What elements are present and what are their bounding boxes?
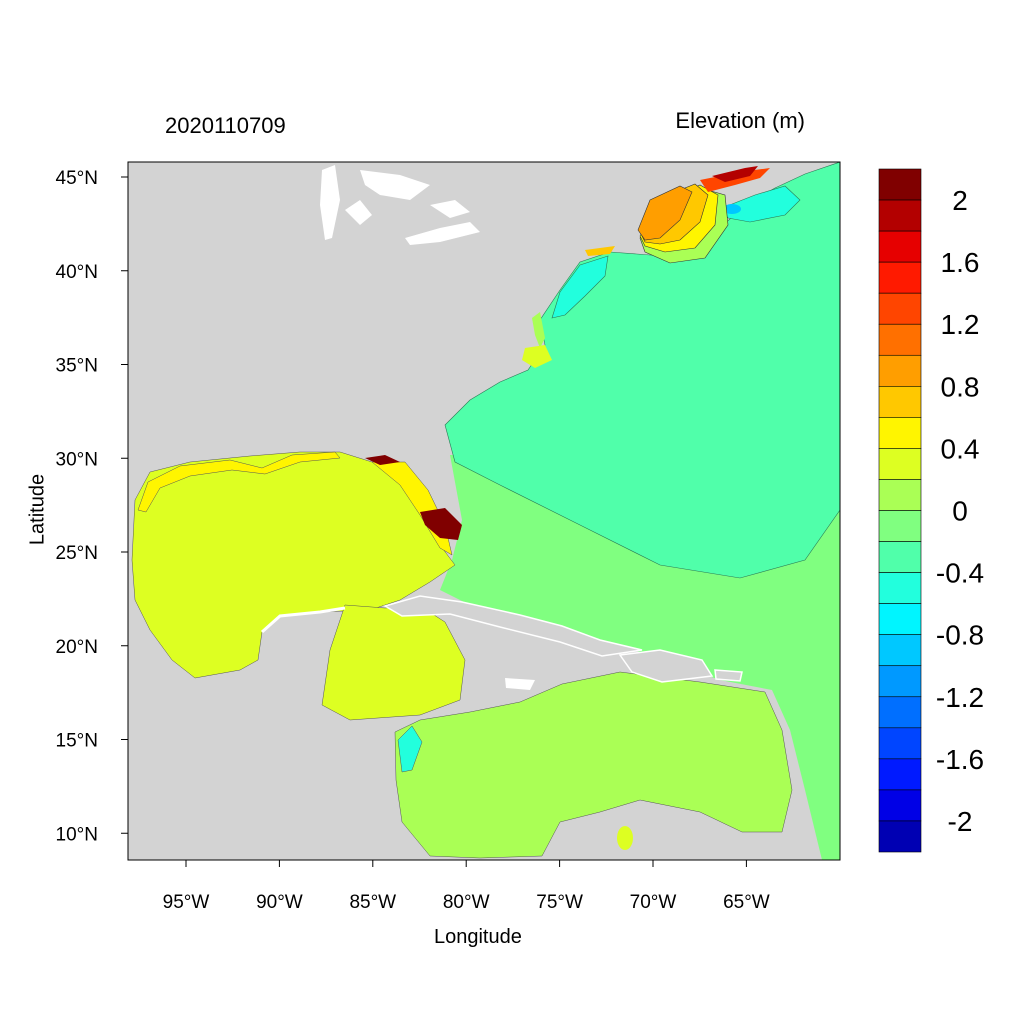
lon-tick-label: 80°W	[443, 892, 490, 913]
pamlico-yellow	[522, 345, 552, 368]
colorbar-box	[878, 417, 922, 449]
colorbar-box	[878, 230, 922, 263]
li-sound-yellow	[585, 246, 615, 256]
chesapeake-green	[532, 312, 545, 348]
colorbar-box	[878, 696, 922, 729]
florida-west-yellow	[371, 461, 453, 556]
lat-tick-label: 15°N	[56, 731, 98, 752]
bigbend-darkred	[365, 455, 400, 465]
lat-tick-label: 10°N	[56, 824, 98, 845]
lon-tick-label: 70°W	[630, 892, 677, 913]
longitude-ticks: 95°W 90°W 85°W 80°W 75°W 70°W 65°W	[163, 860, 770, 913]
colorbar-box	[878, 541, 922, 573]
honduras-cyan	[397, 725, 423, 773]
colorbar-box	[878, 603, 922, 635]
colorbar-box	[878, 727, 922, 760]
florida-surge-darkred	[420, 508, 462, 540]
yucatan-coast	[261, 606, 346, 634]
colorbar: 2 1.6 1.2 0.8 0.4 0 -0.4 -0.8 -1.2 -1.6 -2	[878, 168, 984, 853]
gom-red-band	[700, 168, 770, 192]
lat-tick-label: 40°N	[56, 262, 98, 283]
gulf-of-mexico-region	[131, 451, 456, 679]
cuba	[383, 595, 643, 657]
colorbar-box	[878, 789, 922, 822]
western-caribbean-region	[321, 604, 466, 721]
colorbar-box	[878, 510, 922, 542]
colorbar-box	[878, 323, 922, 356]
lon-tick-label: 85°W	[349, 892, 396, 913]
lon-tick-label: 65°W	[723, 892, 770, 913]
colorbar-label: -1.6	[936, 744, 984, 775]
colorbar-box	[878, 168, 922, 201]
colorbar-box	[878, 261, 922, 294]
lat-tick-label: 30°N	[56, 449, 98, 470]
gom-orange-band	[637, 185, 693, 241]
lon-tick-label: 90°W	[256, 892, 303, 913]
colorbar-box	[878, 199, 922, 232]
colorbar-label: 0.8	[941, 371, 980, 402]
colorbar-box	[878, 665, 922, 698]
timestamp-title: 2020110709	[165, 113, 286, 138]
variable-title: Elevation (m)	[675, 108, 805, 133]
lat-tick-label: 45°N	[56, 168, 98, 189]
lat-tick-label: 35°N	[56, 356, 98, 377]
latitude-ticks: 45°N 40°N 35°N 30°N 25°N 20°N 15°N 10°N	[56, 168, 128, 845]
gom-darkred-band	[712, 166, 758, 182]
caribbean-region	[394, 671, 793, 859]
lat-tick-label: 25°N	[56, 543, 98, 564]
lat-tick-label: 20°N	[56, 637, 98, 658]
colorbar-label: -1.2	[936, 682, 984, 713]
hispaniola	[618, 649, 714, 683]
colorbar-box	[878, 479, 922, 511]
colorbar-label: 1.2	[941, 309, 980, 340]
colorbar-label: 0.4	[941, 433, 980, 464]
map-area	[128, 162, 840, 860]
jamaica	[505, 678, 535, 690]
cyan-nova-scotia	[721, 185, 801, 223]
colorbar-box	[878, 386, 922, 418]
colorbar-label: 1.6	[941, 247, 980, 278]
great-lakes	[320, 165, 480, 245]
colorbar-box	[878, 820, 922, 853]
blue-low-spot	[723, 204, 741, 214]
colorbar-label: 0	[952, 496, 968, 527]
lon-tick-label: 95°W	[163, 892, 210, 913]
colorbar-label: -0.8	[936, 620, 984, 651]
colorbar-box	[878, 758, 922, 791]
maracaibo-lake	[617, 826, 633, 850]
colorbar-box	[878, 292, 922, 325]
x-axis-label: Longitude	[434, 926, 522, 948]
colorbar-label: 2	[952, 185, 968, 216]
colorbar-label: -2	[948, 806, 973, 837]
colorbar-box	[878, 354, 922, 387]
cyan-mid-atlantic	[551, 255, 609, 319]
puerto-rico	[714, 669, 743, 682]
colorbar-box	[878, 448, 922, 480]
colorbar-box	[878, 572, 922, 604]
lon-tick-label: 75°W	[536, 892, 583, 913]
colorbar-label: -0.4	[936, 558, 984, 589]
plot-frame	[127, 161, 841, 861]
colorbar-box	[878, 634, 922, 667]
gulf-north-yellow	[137, 451, 341, 513]
